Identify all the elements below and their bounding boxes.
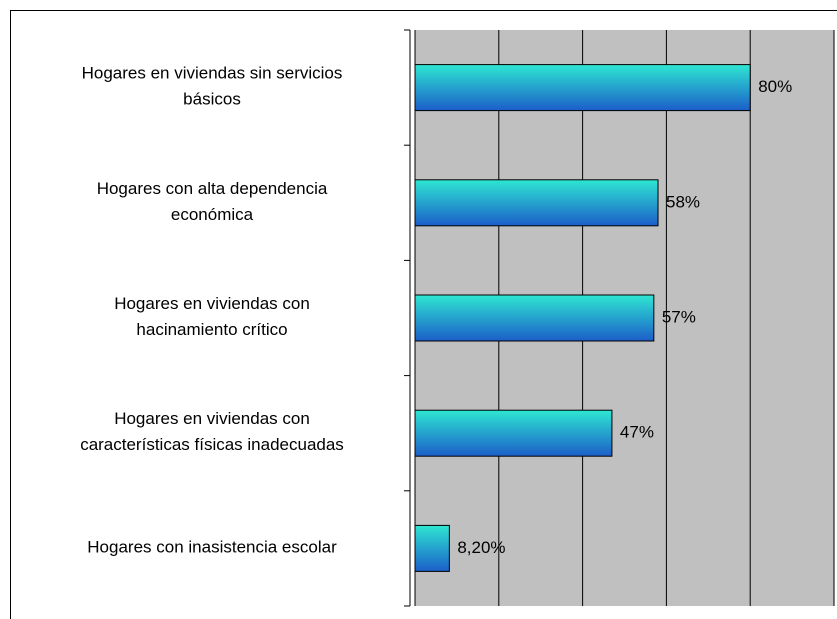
value-label: 47%: [620, 423, 654, 442]
category-label: Hogares con inasistencia escolar: [87, 538, 337, 557]
category-line: básicos: [183, 90, 241, 109]
category-line: económica: [171, 205, 254, 224]
bar: [414, 524, 450, 572]
category-label: Hogares en viviendas sin servicios básico…: [82, 64, 343, 109]
category-line: Hogares con inasistencia escolar: [87, 538, 337, 557]
frame: [10, 10, 837, 619]
value-label: 8,20%: [457, 538, 505, 557]
category-label: Hogares en viviendas con hacinamiento crí…: [114, 294, 310, 339]
bar: [414, 294, 655, 342]
bar: [414, 64, 751, 112]
category-line: Hogares en viviendas con: [114, 410, 310, 429]
value-label: 57%: [662, 307, 696, 326]
category-line: hacinamiento crítico: [136, 320, 287, 339]
category-line: Hogares con alta dependencia: [97, 179, 328, 198]
bar: [414, 179, 659, 227]
value-label: 58%: [666, 192, 700, 211]
category-label: Hogares con alta dependencia económica: [97, 179, 328, 224]
value-label: 80%: [758, 77, 792, 96]
bar: [414, 409, 613, 457]
category-line: características físicas inadecuadas: [80, 436, 344, 455]
category-label: Hogares en viviendas con características …: [80, 410, 344, 455]
category-line: Hogares en viviendas sin servicios: [82, 64, 343, 83]
category-line: Hogares en viviendas con: [114, 294, 310, 313]
